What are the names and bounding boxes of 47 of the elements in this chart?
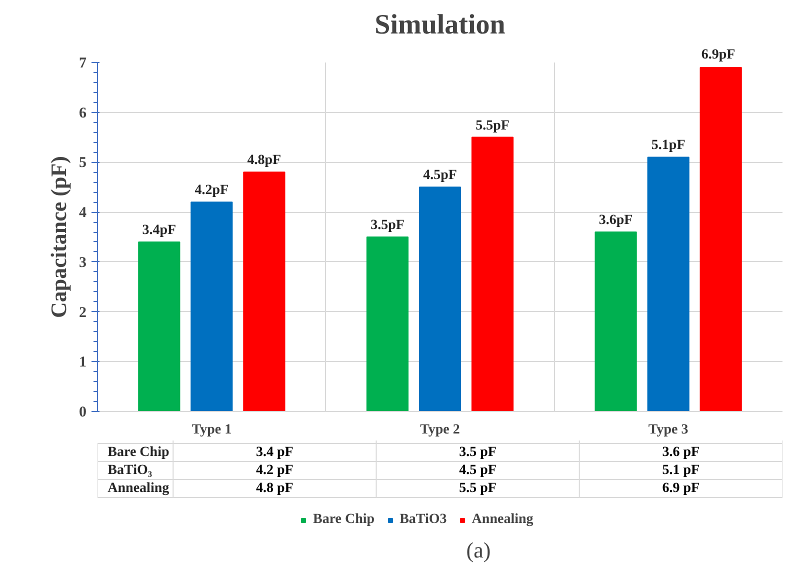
y-tick-label: 6: [79, 105, 87, 122]
text: Bare Chip: [108, 445, 170, 460]
bar: [647, 156, 690, 412]
y-tick-label: 7: [79, 56, 87, 72]
bar: [700, 66, 742, 412]
text: 6.9 pF: [662, 481, 700, 496]
text: 4.5 pF: [459, 463, 496, 478]
data-label: 5.1pF: [651, 138, 686, 154]
data-label: 4.5pF: [423, 168, 457, 184]
y-tick-label: 2: [79, 304, 86, 321]
x-tick-label: Type 1: [192, 422, 232, 438]
bar: [594, 232, 637, 412]
bar: [243, 172, 286, 412]
data-label: 4.2pF: [194, 183, 229, 198]
bar: [138, 241, 180, 412]
text: 4.2 pF: [256, 463, 294, 478]
bar: [366, 236, 409, 412]
text: 4.8 pF: [256, 481, 294, 496]
bar: [418, 186, 462, 412]
legend-label: Bare Chip: [313, 512, 375, 528]
x-tick-label: Type 2: [420, 422, 460, 438]
data-label: 6.9pF: [701, 48, 736, 62]
text: 5.5 pF: [459, 481, 496, 496]
text: 5.1 pF: [662, 463, 700, 478]
y-axis-title: Capacitance (pF): [46, 156, 71, 318]
data-label: 4.8pF: [247, 153, 282, 168]
text: 3.5 pF: [459, 445, 496, 460]
legend-label: Annealing: [472, 512, 534, 528]
data-label: 3.6pF: [598, 213, 633, 228]
y-tick-label: 5: [79, 155, 86, 172]
text: 3.4 pF: [256, 445, 294, 460]
legend-label: BaTiO3: [400, 512, 447, 528]
y-tick-label: 3: [79, 254, 86, 271]
bar: [190, 202, 233, 412]
data-label: 5.5pF: [476, 118, 510, 134]
y-tick-label: 1: [79, 354, 86, 371]
text: (a): [466, 538, 491, 562]
x-tick-label: Type 3: [648, 422, 688, 438]
data-label: 3.4pF: [142, 222, 176, 238]
data-label: 3.5pF: [370, 218, 404, 233]
text: 3.6 pF: [662, 445, 700, 460]
bar: [471, 136, 514, 412]
y-tick-label: 4: [79, 205, 87, 222]
text: Annealing: [108, 481, 170, 496]
text: BaTiO₃: [108, 463, 152, 478]
chart-title: Simulation: [374, 10, 506, 40]
y-tick-label: 0: [79, 404, 86, 420]
